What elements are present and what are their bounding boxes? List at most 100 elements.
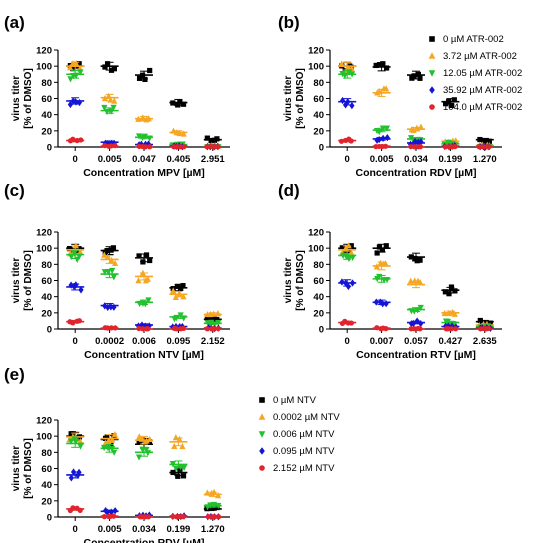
panel-label: (d) <box>278 181 300 200</box>
data-point <box>172 465 180 472</box>
x-tick-label: 0.199 <box>167 524 191 535</box>
x-axis-label: Concentration NTV [µM] <box>84 349 204 361</box>
y-tick-label: 40 <box>313 292 324 303</box>
y-tick-label: 120 <box>308 228 324 239</box>
data-point <box>451 310 458 317</box>
data-point <box>214 136 220 142</box>
data-point <box>259 397 265 403</box>
data-point <box>214 504 220 511</box>
data-point <box>376 244 383 250</box>
x-tick-label: 0.007 <box>370 336 394 347</box>
data-point <box>429 36 435 42</box>
data-point <box>338 60 345 67</box>
y-tick-label: 60 <box>41 276 52 287</box>
data-point <box>104 253 111 260</box>
x-tick-label: 2.635 <box>473 336 497 347</box>
y-axis-label: virus titer[% of DMSO] <box>11 250 34 311</box>
y-tick-label: 80 <box>313 78 324 89</box>
x-axis-label: Concentration RTV [µM] <box>356 349 476 361</box>
data-point <box>111 259 119 267</box>
data-point <box>175 283 181 289</box>
data-point <box>101 104 108 112</box>
y-tick-label: 100 <box>36 244 52 255</box>
data-point <box>111 449 118 456</box>
panel-label: (a) <box>4 13 25 32</box>
y-tick-label: 20 <box>41 496 52 507</box>
x-tick-label: 0.199 <box>439 154 463 165</box>
panel-label: (e) <box>4 365 25 384</box>
data-point <box>486 138 492 144</box>
y-tick-label: 80 <box>41 78 52 89</box>
y-tick-label: 20 <box>41 126 52 137</box>
legend-label: 0.095 µM NTV <box>273 446 335 457</box>
data-point <box>147 257 153 264</box>
y-tick-label: 100 <box>308 244 324 255</box>
legend-label: 3.72 µM ATR-002 <box>443 51 517 62</box>
data-point <box>428 52 436 59</box>
data-point <box>349 254 356 262</box>
legend-label: 12.05 µM ATR-002 <box>443 68 522 79</box>
data-point <box>180 293 187 300</box>
legend-atr: 0 µM ATR-002 3.72 µM ATR-002 12.05 µM ATR-… <box>428 34 522 113</box>
y-tick-label: 0 <box>47 513 52 524</box>
data-point <box>451 97 457 103</box>
y-tick-label: 120 <box>36 46 52 57</box>
y-tick-label: 80 <box>313 260 324 271</box>
x-tick-label: 0.427 <box>439 336 463 347</box>
data-point <box>339 278 345 286</box>
y-tick-label: 100 <box>36 62 52 73</box>
panel-d: (d) 0 20 40 60 80 100 120 0 0.007 0.057 0.427 2.635 C… <box>278 181 502 361</box>
data-point <box>383 85 390 92</box>
data-point <box>446 291 452 297</box>
panel-c: (c) 0 20 40 60 80 100 120 0 0.0002 0.006 0.095 2.152… <box>4 181 230 361</box>
y-tick-label: 20 <box>313 308 324 319</box>
x-tick-label: 0.405 <box>167 154 191 165</box>
panel-b: (b) 0 20 40 60 80 100 120 0 0.005 0.034 0.199 1.270 C… <box>278 13 502 179</box>
y-tick-label: 40 <box>313 110 324 121</box>
data-point <box>135 454 143 461</box>
y-tick-label: 60 <box>313 276 324 287</box>
y-tick-label: 0 <box>47 325 52 336</box>
data-point <box>171 442 178 449</box>
data-point <box>259 447 265 455</box>
x-tick-label: 0.005 <box>98 524 122 535</box>
data-point <box>70 66 76 72</box>
x-tick-label: 0.047 <box>132 154 156 165</box>
y-tick-label: 40 <box>41 110 52 121</box>
x-tick-label: 0 <box>345 154 350 165</box>
data-point <box>417 257 423 263</box>
x-axis-label: Concentration RDV [µM] <box>356 167 477 179</box>
data-point <box>136 438 142 444</box>
y-tick-label: 120 <box>36 416 52 427</box>
data-point <box>383 125 391 132</box>
data-point <box>135 322 142 330</box>
y-axis-label: virus titer[% of DMSO] <box>283 250 306 311</box>
data-point <box>429 86 435 94</box>
y-tick-label: 120 <box>308 46 324 57</box>
data-point <box>143 252 150 258</box>
data-point <box>172 433 179 441</box>
y-tick-label: 60 <box>41 464 52 475</box>
data-point <box>204 315 210 321</box>
legend-label: 0.0002 µM NTV <box>273 412 340 423</box>
panel-a: (a) 0 20 40 60 80 100 120 0 0.005 0.047 0.405 2.951 C… <box>4 13 230 179</box>
x-tick-label: 0.0002 <box>95 336 124 347</box>
data-point <box>111 97 118 104</box>
data-point <box>204 135 210 141</box>
y-tick-label: 120 <box>36 228 52 239</box>
x-tick-label: 0 <box>73 524 78 535</box>
data-point <box>259 465 265 471</box>
y-tick-label: 100 <box>308 62 324 73</box>
x-tick-label: 0.006 <box>132 336 156 347</box>
data-point <box>77 69 84 76</box>
data-point <box>104 61 111 67</box>
y-tick-label: 40 <box>41 480 52 491</box>
data-point <box>67 100 73 109</box>
data-point <box>72 242 79 249</box>
legend-label: 104.0 µM ATR-002 <box>443 102 522 113</box>
y-tick-label: 60 <box>41 94 52 105</box>
data-point <box>418 319 424 328</box>
legend-label: 0 µM ATR-002 <box>443 34 504 45</box>
legend-ntv: 0 µM NTV 0.0002 µM NTV 0.006 µM NTV 0.095 µ… <box>258 395 340 474</box>
